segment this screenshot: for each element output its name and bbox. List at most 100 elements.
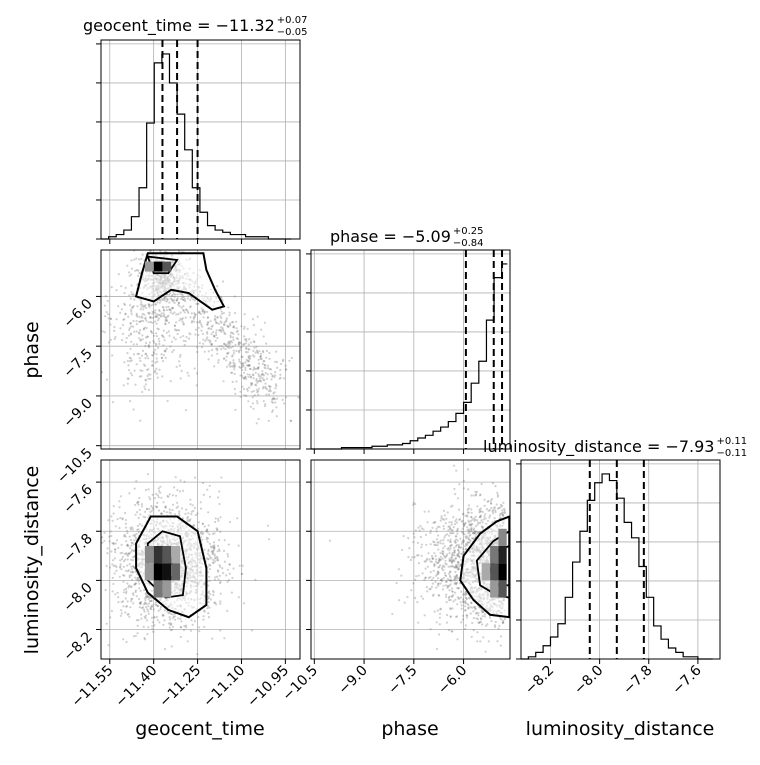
scatter-point — [444, 560, 446, 562]
scatter-point — [445, 522, 447, 524]
scatter-point — [173, 299, 175, 301]
scatter-point — [283, 402, 285, 404]
scatter-point — [257, 402, 259, 404]
scatter-point — [152, 304, 154, 306]
scatter-point — [207, 541, 209, 543]
scatter-point — [269, 386, 271, 388]
scatter-point — [482, 615, 484, 617]
density-cell — [154, 580, 163, 597]
scatter-point — [206, 311, 208, 313]
scatter-point — [474, 608, 476, 610]
scatter-point — [432, 557, 434, 559]
scatter-point — [466, 614, 468, 616]
scatter-point — [239, 565, 241, 567]
scatter-point — [199, 342, 201, 344]
scatter-point — [444, 574, 446, 576]
scatter-point — [422, 598, 424, 600]
scatter-point — [434, 581, 436, 583]
scatter-point — [468, 531, 470, 533]
scatter-point — [131, 579, 133, 581]
scatter-point — [234, 373, 236, 375]
scatter-point — [124, 559, 126, 561]
scatter-point — [194, 477, 196, 479]
scatter-point — [460, 596, 462, 598]
scatter-point — [171, 351, 173, 353]
scatter-point — [206, 538, 208, 540]
density-cells-geocent_time-phase — [145, 262, 171, 272]
scatter-point — [202, 316, 204, 318]
x-axis-label-geocent-time: geocent_time — [135, 718, 264, 740]
scatter-point — [443, 528, 445, 530]
scatter-point — [210, 328, 212, 330]
scatter-point — [129, 400, 131, 402]
scatter-point — [125, 590, 127, 592]
grid-1-1 — [311, 250, 510, 449]
scatter-point — [187, 297, 189, 299]
scatter-point — [489, 617, 491, 619]
scatter-point — [166, 309, 168, 311]
scatter-point — [218, 490, 220, 492]
scatter-point — [455, 470, 457, 472]
scatter-point — [197, 616, 199, 618]
scatter-point — [255, 334, 257, 336]
scatter-point — [459, 538, 461, 540]
scatter-point — [488, 516, 490, 518]
scatter-point — [145, 615, 147, 617]
scatter-point — [215, 332, 217, 334]
scatter-point — [193, 524, 195, 526]
scatter-point — [187, 640, 189, 642]
scatter-point — [185, 509, 187, 511]
scatter-point — [482, 636, 484, 638]
scatter-point — [461, 543, 463, 545]
scatter-point — [212, 331, 214, 333]
scatter-point — [138, 337, 140, 339]
scatter-point — [196, 384, 198, 386]
scatter-point — [154, 321, 156, 323]
histogram-geocent_time — [101, 54, 291, 239]
scatter-point — [435, 544, 437, 546]
scatter-point — [127, 316, 129, 318]
scatter-point — [210, 598, 212, 600]
scatter-point — [151, 354, 153, 356]
scatter-point — [439, 613, 441, 615]
scatter-point — [448, 521, 450, 523]
scatter-point — [146, 508, 148, 510]
scatter-point — [243, 378, 245, 380]
scatter-point — [443, 566, 445, 568]
scatter-point — [457, 564, 459, 566]
scatter-point — [125, 540, 127, 542]
scatter-point — [460, 559, 462, 561]
scatter-point — [440, 608, 442, 610]
scatter-point — [473, 606, 475, 608]
scatter-point — [203, 626, 205, 628]
scatter-point — [441, 515, 443, 517]
scatter-point — [273, 376, 275, 378]
scatter-point — [252, 408, 254, 410]
scatter-point — [162, 299, 164, 301]
scatter-point — [180, 636, 182, 638]
scatter-point — [228, 544, 230, 546]
scatter-point — [144, 357, 146, 359]
scatter-point — [425, 544, 427, 546]
scatter-point — [134, 488, 136, 490]
scatter-point — [135, 320, 137, 322]
scatter-point — [183, 296, 185, 298]
scatter-point — [214, 315, 216, 317]
scatter-point — [137, 632, 139, 634]
scatter-point — [274, 398, 276, 400]
scatter-point — [185, 625, 187, 627]
scatter-point — [169, 508, 171, 510]
scatter-point — [140, 618, 142, 620]
scatter-point — [442, 539, 444, 541]
scatter-point — [442, 553, 444, 555]
scatter-point — [176, 329, 178, 331]
scatter-point — [219, 629, 221, 631]
scatter-point — [145, 342, 147, 344]
scatter-point — [464, 605, 466, 607]
scatter-point — [235, 321, 237, 323]
scatter-point — [181, 507, 183, 509]
scatter-point — [430, 571, 432, 573]
scatter-point — [255, 346, 257, 348]
scatter-point — [148, 346, 150, 348]
scatter-point — [200, 313, 202, 315]
